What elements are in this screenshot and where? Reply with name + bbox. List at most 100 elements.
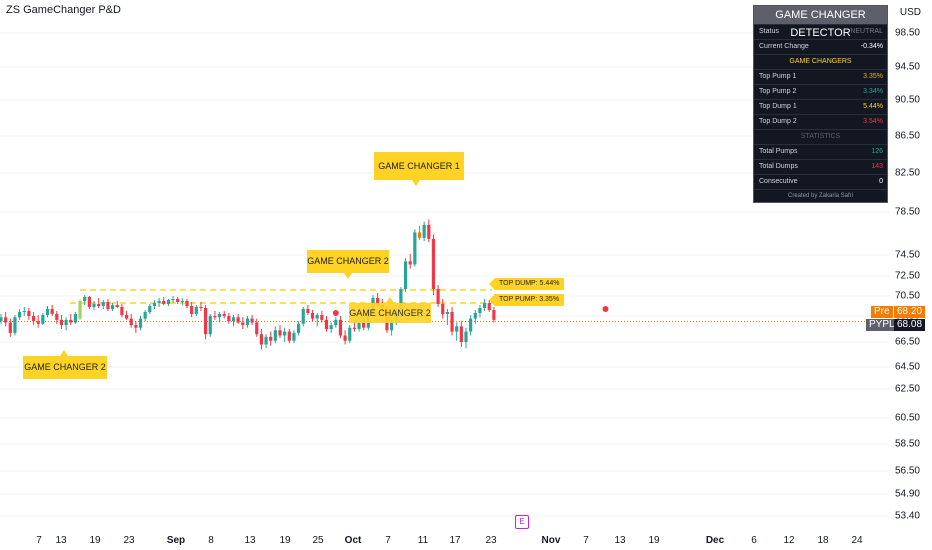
candle-body [87,297,91,307]
candle-body [217,314,222,318]
candle-body [27,311,31,316]
price-axis-tick: 82.50 [894,167,920,179]
candle-body [310,313,315,319]
time-axis-tick: 23 [485,535,497,546]
candle-body [73,314,77,323]
time-axis-tick: 7 [385,535,391,546]
candle-body [180,301,184,302]
candle-body [362,322,366,328]
candle-body [92,304,96,307]
game-changers-header: GAME CHANGERS [754,54,887,69]
candle-body [111,305,115,309]
candle-body [343,335,347,341]
time-axis-tick: 8 [208,535,214,546]
candle-body [417,232,422,238]
candle-body [478,308,482,313]
candle-body [78,301,82,319]
candle-body [436,289,440,304]
candle-body [55,314,59,320]
signal-dot [332,310,339,316]
candle-body [455,326,459,332]
time-axis-tick: 19 [89,535,101,546]
candle-body [213,316,217,318]
candle-body [431,238,436,289]
price-axis-tick: 62.50 [894,383,920,395]
candle-body [185,301,189,306]
game-changer-2-mid-label: GAME CHANGER 2 [307,250,389,273]
time-axis-tick: 13 [614,535,626,546]
candle-body [469,318,473,332]
candle-body [236,317,240,323]
table-title: GAME CHANGER DETECTOR [754,6,887,39]
candle-body [50,309,54,314]
game-changer-2-left-label: GAME CHANGER 2 [23,356,107,379]
statistic-label: Consecutive [759,178,798,185]
candle-body [83,297,87,301]
candle-body [278,330,282,336]
current-change-row: Current Change -0.34% [754,39,887,54]
last-price-value: 68.08 [894,319,926,331]
time-axis-tick: 24 [851,535,863,546]
candle-body [297,323,301,333]
candle-body [306,309,310,313]
game-changer-1-text: GAME CHANGER 1 [378,161,460,171]
price-axis-tick: 94.50 [894,61,920,73]
candle-body [473,313,477,319]
candle-body [459,326,463,342]
candle-body [22,311,26,312]
candle-body [450,312,454,332]
candle-body [194,307,198,314]
candle-body [255,322,259,335]
time-axis-tick: 12 [783,535,795,546]
time-axis-tick: 18 [817,535,829,546]
price-axis-tick: 98.50 [894,27,920,39]
callout-pointer [344,273,352,279]
chart-title: ZS GameChanger P&D [6,4,121,16]
candle-body [338,319,343,336]
price-axis-tick: 53.40 [894,510,920,522]
candle-body [8,322,12,333]
price-axis-tick: 78.50 [894,206,920,218]
candle-body [227,316,231,322]
price-axis-tick: 60.50 [894,412,920,424]
candle-body [464,331,468,342]
candle-body [399,289,403,311]
price-axis-tick: 66.50 [894,336,920,348]
time-axis-tick: 7 [36,535,42,546]
callout-pointer [386,297,394,303]
statistic-row: Total Dumps 143 [754,159,887,174]
candle-body [13,317,17,333]
price-axis-tick: 70.50 [894,290,920,302]
table-footer: Created by Zakaria Safri [754,189,887,202]
candle-body [324,319,329,329]
pre-market-label: Pre [871,306,893,318]
earnings-marker[interactable]: E [515,515,529,529]
candle-body [59,319,64,326]
game-changer-row-label: Top Dump 2 [759,118,797,125]
time-axis-tick: Dec [705,535,725,546]
status-row: Status NEUTRAL [754,24,887,39]
game-changer-row-value: 3.35% [863,73,883,80]
status-value: NEUTRAL [850,28,883,35]
statistic-label: Total Pumps [759,148,798,155]
game-changer-row: Top Pump 2 3.34% [754,84,887,99]
candle-body [287,331,291,341]
pre-market-value: 68.20 [894,306,926,318]
price-axis-tick: 54.90 [894,488,920,500]
time-axis-tick: 7 [583,535,589,546]
candle-body [259,334,263,345]
statistic-value: 126 [871,148,883,155]
candle-body [45,309,50,315]
time-axis-tick: 25 [312,535,324,546]
callout-pointer [489,295,494,305]
statistic-row: Consecutive 0 [754,174,887,189]
callout-pointer [60,350,68,356]
candle-body [0,317,3,322]
candle-body [64,319,68,326]
statistics-list: Total Pumps 126 Total Dumps 143 Consecutive 0 [754,144,887,189]
candle-body [329,325,333,329]
candle-body [269,336,273,341]
time-axis-tick: 6 [751,535,757,546]
candle-body [483,303,487,308]
